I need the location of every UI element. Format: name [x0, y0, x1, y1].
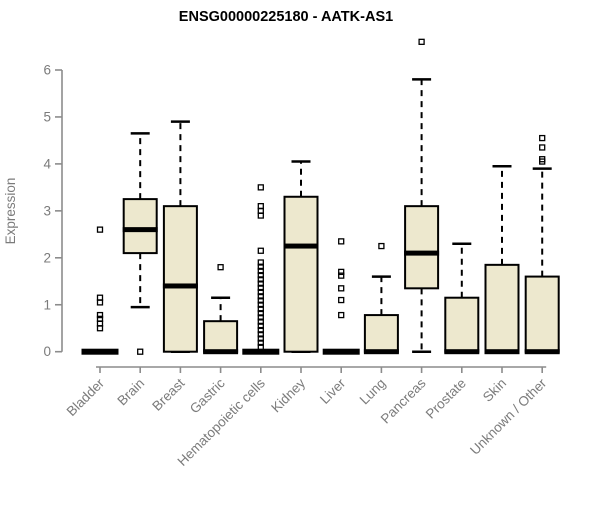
median-bar — [203, 349, 239, 355]
outlier-point — [338, 272, 345, 279]
outlier-point — [338, 296, 345, 304]
median-bar — [404, 250, 440, 256]
median-bar — [81, 348, 119, 355]
box-rect — [283, 195, 319, 353]
outlier-point — [257, 339, 264, 346]
outlier-point — [257, 293, 264, 300]
outlier-point — [257, 284, 264, 291]
outlier-point — [539, 156, 546, 163]
outlier-point — [257, 305, 264, 313]
outlier-point — [338, 238, 345, 245]
x-tick-label: Liver — [317, 375, 349, 407]
median-bar — [322, 348, 360, 355]
outlier-point — [257, 301, 264, 308]
median-bar — [122, 227, 158, 233]
x-tick-label: Kidney — [268, 375, 308, 415]
y-tick-label: 0 — [43, 344, 51, 359]
outlier-point — [338, 268, 345, 276]
outlier-point — [257, 247, 264, 254]
outlier-point — [257, 184, 264, 191]
x-tick-label: Breast — [149, 375, 187, 413]
outlier-point — [257, 280, 264, 287]
box-group — [203, 264, 239, 355]
box-group — [322, 238, 360, 355]
outlier-point — [257, 276, 264, 283]
outlier-point — [257, 267, 264, 275]
box-marks — [81, 38, 560, 355]
outlier-point — [257, 331, 264, 338]
y-tick-label: 3 — [43, 203, 51, 218]
x-tick-label: Bladder — [64, 375, 108, 419]
outlier-point — [257, 343, 264, 351]
x-tick-label: Lung — [357, 376, 389, 408]
box-group — [122, 132, 158, 355]
box-group — [524, 134, 560, 355]
outlier-point — [539, 134, 546, 142]
y-axis-title: Expression — [3, 178, 18, 245]
outlier-point — [257, 263, 264, 270]
box-group — [444, 242, 480, 355]
box-group — [283, 160, 319, 353]
outlier-point — [418, 38, 425, 45]
outlier-point — [338, 311, 345, 319]
box-group — [242, 184, 280, 355]
y-tick-label: 1 — [43, 297, 51, 312]
x-tick-label: Skin — [480, 376, 509, 405]
outlier-point — [257, 288, 264, 296]
box-group — [363, 242, 399, 355]
chart-title: ENSG00000225180 - AATK-AS1 — [179, 9, 393, 25]
outlier-point — [257, 314, 264, 321]
outlier-point — [257, 259, 264, 266]
y-tick-label: 6 — [43, 63, 51, 78]
outlier-point — [257, 203, 264, 210]
box-group — [81, 226, 119, 355]
outlier-point — [217, 264, 224, 271]
outlier-point — [378, 242, 385, 250]
box-rect — [444, 296, 480, 353]
outlier-point — [257, 322, 264, 330]
outlier-point — [96, 311, 104, 319]
box-group — [484, 164, 520, 355]
outlier-point — [338, 285, 345, 292]
box-group — [404, 38, 440, 353]
box-rect — [484, 263, 520, 353]
y-tick-label: 5 — [43, 109, 51, 124]
box-rect — [162, 205, 198, 353]
median-bar — [524, 349, 560, 355]
x-tick-label: Brain — [114, 376, 147, 409]
median-bar — [363, 349, 399, 355]
outlier-point — [96, 226, 104, 233]
box-rect — [122, 198, 158, 255]
median-bar — [444, 349, 480, 355]
y-tick-label: 4 — [43, 156, 51, 171]
outlier-point — [257, 297, 264, 304]
median-bar — [283, 243, 319, 249]
y-tick-label: 2 — [43, 250, 51, 265]
median-bar — [484, 349, 520, 355]
outlier-point — [257, 335, 264, 342]
box-rect — [363, 314, 399, 353]
box-rect — [524, 275, 560, 353]
box-rect — [404, 205, 440, 290]
outlier-point — [257, 272, 264, 279]
outlier-point — [96, 294, 104, 301]
outlier-point — [96, 315, 104, 322]
box-rect — [203, 320, 239, 353]
x-tick-label: Unknown / Other — [467, 375, 550, 458]
outlier-point — [257, 310, 264, 317]
outlier-point — [257, 318, 264, 325]
outlier-point — [539, 144, 546, 151]
x-tick-label: Prostate — [423, 376, 469, 422]
x-tick-label: Pancreas — [378, 375, 429, 426]
median-bar — [242, 348, 280, 355]
outlier-point — [257, 326, 264, 334]
box-group — [162, 120, 198, 353]
outlier-point — [137, 348, 144, 355]
median-bar — [162, 283, 198, 289]
